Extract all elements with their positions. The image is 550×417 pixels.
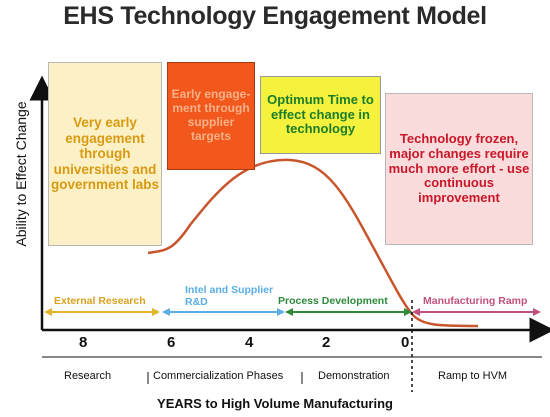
- stage-demonstration: Demonstration: [318, 370, 390, 382]
- year-tick: 4: [245, 334, 254, 351]
- x-axis-label: YEARS to High Volume Manufacturing: [157, 396, 393, 411]
- phase-intel-supplier-line2: R&D: [185, 296, 208, 308]
- year-tick: 0: [401, 334, 410, 351]
- phase-manufacturing-ramp: Manufacturing Ramp: [423, 295, 528, 307]
- year-tick: 2: [322, 334, 331, 351]
- stage-commercialization: Commercialization Phases: [153, 370, 284, 382]
- y-axis-label: Ability to Effect Change: [13, 101, 29, 247]
- box-early-engagement: Early engage-ment through supplier targe…: [167, 62, 255, 170]
- stage-ramp-to-hvm: Ramp to HVM: [438, 370, 508, 382]
- page-title: EHS Technology Engagement Model: [63, 2, 487, 30]
- year-tick: 8: [79, 334, 88, 351]
- box-technology-frozen: Technology frozen, major changes require…: [385, 93, 533, 245]
- box-very-early-engagement: Very early engagement through universiti…: [48, 62, 162, 246]
- arrow-external-research: [44, 308, 160, 316]
- arrow-process-development: [285, 308, 412, 316]
- arrow-intel-supplier: [162, 308, 285, 316]
- phase-intel-supplier-line1: Intel and Supplier: [185, 284, 274, 296]
- stage-research: Research: [64, 370, 112, 382]
- phase-external-research: External Research: [54, 295, 146, 307]
- box-optimum-time: Optimum Time to effect change in technol…: [260, 76, 381, 154]
- phase-process-development: Process Development: [278, 295, 388, 307]
- year-tick: 6: [167, 334, 176, 351]
- arrow-manufacturing-ramp: [412, 308, 541, 316]
